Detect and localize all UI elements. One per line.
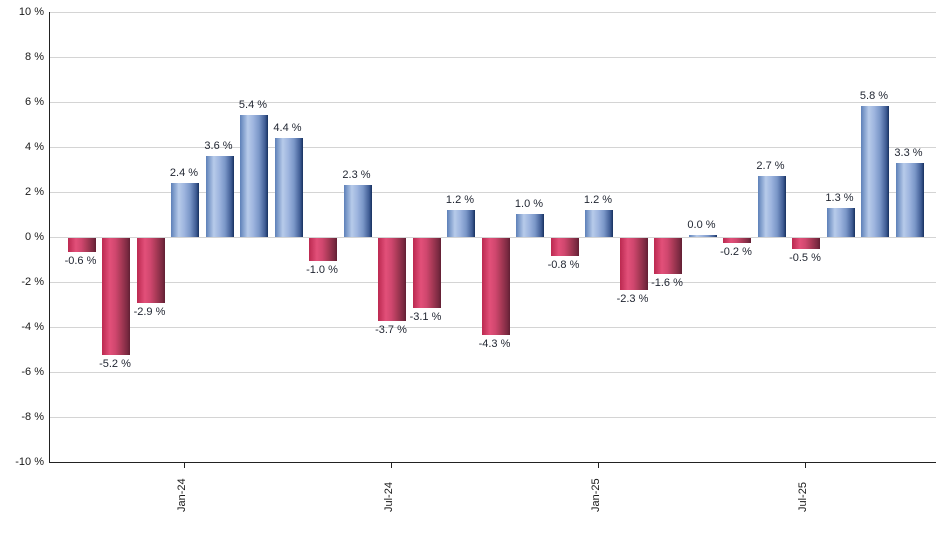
- bar-negative: [723, 238, 751, 243]
- y-gridline: [50, 237, 936, 238]
- bar-negative: [309, 238, 337, 261]
- bar-positive: [171, 183, 199, 237]
- bar-value-label: 1.3 %: [825, 192, 854, 204]
- bar-value-label: 5.4 %: [238, 99, 268, 111]
- y-gridline: [50, 57, 936, 58]
- x-axis-label: Jul-25: [797, 482, 809, 512]
- bar-value-label: 3.6 %: [204, 140, 233, 152]
- bar-value-label: -2.9 %: [133, 306, 166, 318]
- x-tick-mark: [805, 463, 806, 468]
- bar-positive: [688, 235, 717, 237]
- bar-value-label: -3.1 %: [409, 311, 442, 323]
- bar-negative: [619, 238, 648, 290]
- bar-negative: [550, 238, 579, 256]
- y-axis-label: 4 %: [25, 141, 44, 153]
- bar-negative: [412, 238, 441, 308]
- bar-value-label: -0.6 %: [64, 255, 97, 267]
- bar-positive: [861, 106, 889, 237]
- y-axis-label: 2 %: [25, 186, 44, 198]
- bar-negative: [481, 238, 510, 335]
- x-tick-mark: [184, 463, 185, 468]
- bar-value-label: -0.2 %: [720, 246, 752, 258]
- bar-value-label: -0.5 %: [789, 252, 821, 264]
- y-gridline: [50, 12, 936, 13]
- y-axis-label: -10 %: [15, 456, 44, 468]
- bar-value-label: -5.2 %: [99, 358, 131, 370]
- bar-value-label: 2.7 %: [756, 160, 785, 172]
- x-axis-label: Jan-24: [176, 478, 188, 512]
- bar-value-label: 2.3 %: [342, 169, 371, 181]
- plot-area: [49, 12, 936, 463]
- bar-positive: [205, 156, 234, 237]
- bar-positive: [274, 138, 303, 237]
- bar-positive: [343, 185, 372, 237]
- bar-value-label: 5.8 %: [859, 90, 889, 102]
- bar-value-label: 3.3 %: [894, 147, 923, 159]
- y-axis-label: 0 %: [25, 231, 44, 243]
- bar-negative: [654, 238, 682, 274]
- bar-negative: [67, 238, 96, 252]
- bar-value-label: -1.0 %: [306, 264, 338, 276]
- bar-positive: [240, 115, 268, 237]
- x-tick-mark: [598, 463, 599, 468]
- bar-value-label: -2.3 %: [616, 293, 649, 305]
- y-gridline: [50, 372, 936, 373]
- bar-positive: [895, 163, 924, 237]
- bar-negative: [102, 238, 130, 355]
- x-tick-mark: [391, 463, 392, 468]
- y-axis-label: -2 %: [21, 276, 44, 288]
- y-gridline: [50, 192, 936, 193]
- bar-value-label: -0.8 %: [547, 259, 580, 271]
- bar-negative: [136, 238, 165, 303]
- bar-positive: [516, 214, 544, 237]
- bar-value-label: 0.0 %: [687, 219, 716, 231]
- y-axis-label: 6 %: [25, 96, 44, 108]
- y-axis-label: -4 %: [21, 321, 44, 333]
- bar-value-label: 2.4 %: [169, 167, 199, 179]
- bar-negative: [792, 238, 820, 249]
- y-axis-label: 10 %: [18, 6, 44, 18]
- bar-value-label: -1.6 %: [651, 277, 683, 289]
- bar-negative: [378, 238, 406, 321]
- y-axis-label: -6 %: [21, 366, 44, 378]
- bar-value-label: -3.7 %: [375, 324, 407, 336]
- bar-value-label: 1.0 %: [514, 198, 544, 210]
- bar-positive: [447, 210, 475, 237]
- bar-value-label: 1.2 %: [583, 194, 613, 206]
- bar-positive: [826, 208, 855, 237]
- y-gridline: [50, 417, 936, 418]
- y-axis-label: 8 %: [25, 51, 44, 63]
- y-axis-label: -8 %: [21, 411, 44, 423]
- bar-value-label: -4.3 %: [478, 338, 511, 350]
- y-gridline: [50, 102, 936, 103]
- bar-positive: [585, 210, 613, 237]
- y-gridline: [50, 147, 936, 148]
- x-axis-label: Jul-24: [383, 482, 395, 512]
- bar-value-label: 1.2 %: [445, 194, 475, 206]
- bar-positive: [757, 176, 786, 237]
- bar-value-label: 4.4 %: [273, 122, 302, 134]
- x-axis-label: Jan-25: [590, 478, 602, 512]
